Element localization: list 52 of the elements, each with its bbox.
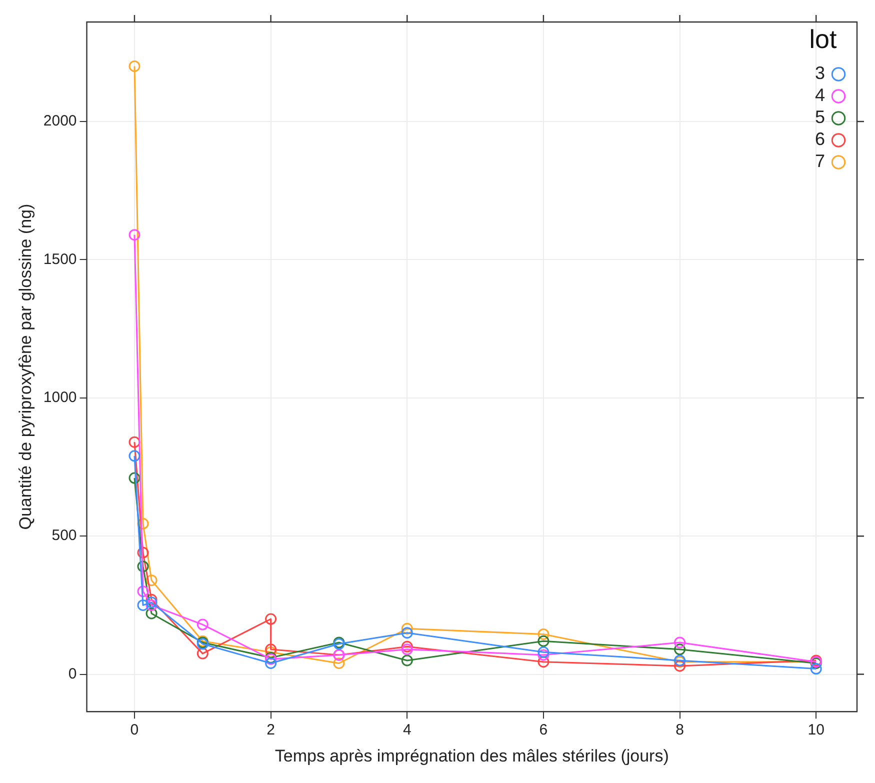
point [333, 657, 345, 669]
y-axis-title: Quantité de pyriproxyfène par glossine (ng) [16, 204, 35, 530]
point [810, 663, 822, 675]
legend-label: 5 [814, 107, 825, 128]
x-tick-label: 4 [402, 722, 412, 739]
point [137, 546, 149, 558]
point [146, 596, 158, 608]
point [401, 644, 413, 656]
point [538, 649, 550, 661]
point [137, 586, 149, 598]
legend-label: 7 [814, 151, 825, 172]
y-tick-label: 0 [68, 665, 77, 682]
point [674, 644, 686, 656]
x-tick-label: 2 [266, 722, 275, 739]
point [146, 599, 158, 611]
point [146, 574, 158, 586]
y-tick-label: 1000 [43, 389, 77, 406]
point [401, 654, 413, 666]
point [538, 646, 550, 658]
point [137, 560, 149, 572]
legend-label: 4 [814, 85, 825, 106]
point [265, 644, 277, 656]
x-tick-label: 8 [676, 722, 684, 739]
point [146, 608, 158, 620]
point [196, 648, 208, 660]
point [265, 657, 277, 669]
point [538, 628, 550, 640]
point [128, 60, 140, 72]
legend-label: 3 [814, 63, 825, 84]
x-tick-label: 6 [539, 722, 548, 739]
point [401, 622, 413, 634]
legend-label: 6 [814, 129, 825, 150]
y-tick-label: 1500 [43, 250, 77, 268]
point [401, 627, 413, 639]
x-tick-label: 0 [130, 722, 139, 739]
point [128, 450, 140, 462]
point [401, 640, 413, 652]
x-axis-title: Temps après imprégnation des mâles stériles (jours) [274, 746, 669, 766]
y-tick-label: 500 [52, 527, 77, 544]
point [128, 229, 140, 241]
x-tick-label: 10 [808, 722, 824, 739]
y-tick-label: 2000 [43, 112, 77, 130]
point [196, 618, 208, 630]
point [265, 613, 277, 625]
point [137, 599, 149, 611]
point [674, 660, 686, 672]
point [128, 472, 140, 484]
point [538, 656, 550, 668]
point [538, 635, 550, 647]
point [674, 636, 686, 648]
point [128, 436, 140, 448]
legend-title: lot [809, 24, 838, 54]
